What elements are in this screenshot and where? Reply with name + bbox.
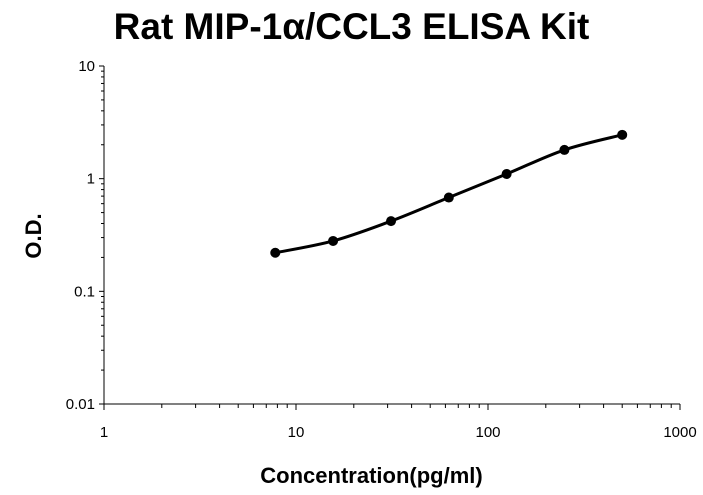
data-point [328, 235, 339, 246]
x-tick-label: 1 [100, 424, 108, 441]
x-tick-label: 10 [288, 424, 305, 441]
data-point [386, 216, 397, 227]
data-point [270, 247, 281, 258]
x-axis-label: Concentration(pg/ml) [260, 463, 483, 488]
y-tick-label: 0.1 [74, 283, 95, 300]
x-tick-label: 1000 [663, 424, 696, 441]
series-layer [270, 129, 628, 258]
data-point [501, 169, 512, 180]
axes: 0.01 0.1 1 10 1 10 100 1000 [66, 58, 697, 441]
y-tick-label: 10 [78, 58, 95, 75]
data-point [443, 192, 454, 203]
y-tick-label: 0.01 [66, 396, 95, 413]
data-point [617, 129, 628, 140]
chart-title: Rat MIP-1α/CCL3 ELISA Kit [113, 6, 590, 47]
data-point [559, 144, 570, 155]
x-tick-label: 100 [475, 424, 500, 441]
y-tick-label: 1 [87, 171, 95, 188]
